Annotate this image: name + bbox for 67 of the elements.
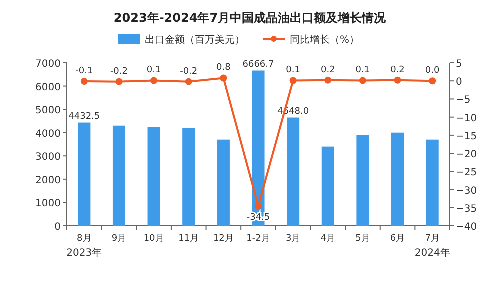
data-label: 0.1 <box>146 66 162 76</box>
bar <box>217 140 230 226</box>
chart-title: 2023年-2024年7月中国成品油出口额及增长情况 <box>114 11 388 25</box>
bar <box>78 122 91 226</box>
y2-tick-label: −10 <box>456 113 478 124</box>
x-tick-label: 4月 <box>320 234 336 244</box>
y-tick-label: 5000 <box>36 106 61 117</box>
data-label: 0.2 <box>320 65 336 76</box>
data-label: -0.2 <box>180 66 198 77</box>
y-tick-label: 3000 <box>36 152 61 164</box>
x-tick-label: 10月 <box>144 234 164 244</box>
y2-tick-label: −25 <box>456 168 478 179</box>
y2-tick-label: −5 <box>456 95 471 106</box>
point <box>185 78 192 86</box>
y2-tick-label: −40 <box>456 222 478 233</box>
x-tick-label: 1-2月 <box>246 234 270 244</box>
x-tick-label: 9月 <box>112 234 127 244</box>
point <box>394 76 402 84</box>
x-tick-label: 11月 <box>178 234 200 244</box>
x-tick-label: 6月 <box>390 234 406 244</box>
y-tick-label: 1000 <box>36 198 61 210</box>
bar <box>322 146 334 226</box>
x-tick-label: 7月 <box>425 234 440 244</box>
point <box>80 78 88 85</box>
y-tick-label: 6000 <box>36 82 61 94</box>
text: 2024年 <box>414 247 450 259</box>
data-label: 0.1 <box>356 66 370 76</box>
data-label: -0.1 <box>76 66 94 76</box>
x-tick-label: 5月 <box>356 234 370 244</box>
point <box>290 77 297 84</box>
point <box>324 76 332 84</box>
data-label: 0.0 <box>425 66 440 76</box>
bar <box>182 128 196 226</box>
y2-tick-label: −20 <box>456 150 478 161</box>
y-tick-label: 7000 <box>36 59 61 70</box>
legend-label: 出口金额（百万美元） <box>145 34 245 46</box>
bar <box>392 132 404 226</box>
y-tick-label: 2000 <box>36 175 61 186</box>
bar <box>112 126 126 226</box>
y2-tick-label: 0 <box>456 77 462 88</box>
bar <box>356 135 370 226</box>
x-tick-label: 8月 <box>77 234 92 244</box>
data-label: 0.1 <box>286 66 300 76</box>
y2-tick-label: −30 <box>456 186 478 197</box>
point <box>359 77 366 84</box>
point <box>429 78 436 85</box>
x-tick-label: 3月 <box>286 234 301 244</box>
y-tick-label: 4000 <box>36 128 61 140</box>
data-label: 0.8 <box>216 63 232 74</box>
data-label: 6666.7 <box>242 60 274 70</box>
bar <box>426 140 439 226</box>
y2-tick-label: −15 <box>456 131 478 142</box>
point <box>116 78 123 86</box>
y2-tick-label: −35 <box>456 204 478 215</box>
y2-tick-label: 5 <box>456 59 462 70</box>
text: 2023年 <box>66 247 102 259</box>
bar <box>287 118 300 226</box>
point <box>150 77 158 84</box>
data-label: 4432.5 <box>68 112 100 122</box>
data-label: 0.2 <box>390 65 405 76</box>
y-tick-label: 0 <box>54 222 61 233</box>
point <box>220 74 228 82</box>
point <box>255 202 262 210</box>
data-label: -0.2 <box>110 66 128 77</box>
bar <box>148 127 160 226</box>
x-tick-label: 12月 <box>213 234 234 244</box>
legend-label: 同比增长（%） <box>290 34 360 46</box>
